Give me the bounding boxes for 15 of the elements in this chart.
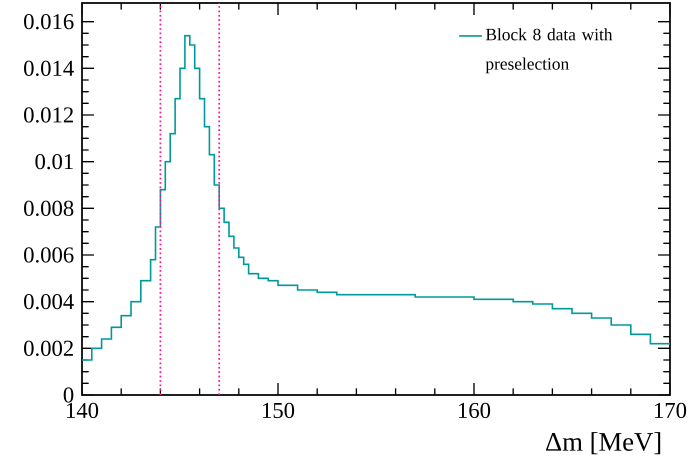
x-tick-label: 150 — [262, 402, 294, 418]
y-tick-label: 0.01 — [35, 154, 73, 170]
y-tick-label: 0.016 — [24, 14, 74, 30]
y-tick-label: 0.014 — [24, 60, 74, 76]
y-tick-label: 0.008 — [24, 200, 74, 216]
y-tick-label: 0.006 — [24, 247, 74, 263]
legend-label: Block 8 data with preselection — [486, 28, 612, 74]
x-tick-label: 170 — [654, 402, 686, 418]
x-axis-title: Δm [MeV] — [546, 432, 660, 454]
y-tick-label: 0.012 — [24, 107, 73, 123]
y-tick-label: 0.002 — [24, 340, 73, 356]
y-tick-label: 0.004 — [24, 294, 74, 310]
x-tick-label: 140 — [66, 402, 98, 418]
x-tick-label: 160 — [458, 402, 490, 418]
y-tick-label: 0 — [64, 387, 74, 403]
